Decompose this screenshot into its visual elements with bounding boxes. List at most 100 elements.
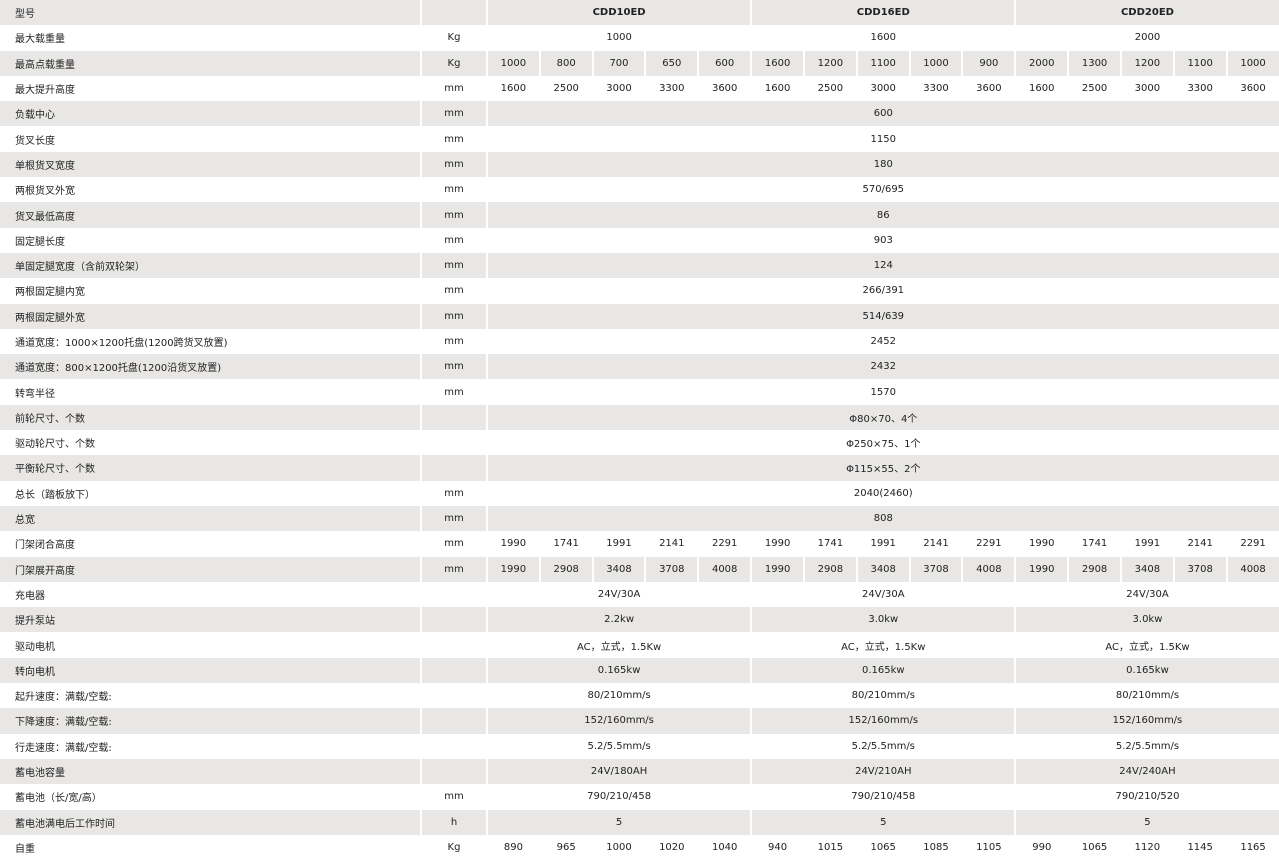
table-row: 行走速度：满载/空载: 5.2/5.5mm/s 5.2/5.5mm/s 5.2/5.5…	[0, 733, 1279, 759]
row-value: 152/160mm/s	[1015, 708, 1279, 734]
row-value: 2000	[1015, 50, 1070, 76]
row-label: 自重	[0, 834, 422, 860]
row-unit	[421, 708, 488, 734]
table-row: 驱动电机 AC，立式，1.5Kw AC，立式，1.5Kw AC，立式，1.5Kw	[0, 632, 1279, 658]
row-value: 5	[751, 809, 1017, 835]
row-value: 1165	[1226, 834, 1279, 860]
row-value: 3408	[592, 556, 647, 582]
table-row: 负载中心 mm 600	[0, 101, 1279, 127]
row-unit: mm	[421, 252, 488, 279]
row-value: 24V/30A	[487, 581, 753, 608]
table-row: 蓄电池（长/宽/高） mm 790/210/458 790/210/458 790/21…	[0, 784, 1279, 810]
table-row: 转弯半径 mm 1570	[0, 379, 1279, 405]
row-unit	[421, 455, 488, 481]
row-unit: Kg	[421, 50, 488, 76]
row-unit	[421, 683, 488, 709]
table-row: 货叉长度 mm 1150	[0, 126, 1279, 152]
row-unit	[421, 404, 488, 431]
row-value: 1000	[592, 834, 647, 860]
row-value: 790/210/458	[751, 784, 1017, 810]
row-label: 驱动轮尺寸、个数	[0, 430, 422, 456]
row-value: 2500	[539, 75, 594, 102]
row-value: 1990	[487, 556, 541, 582]
row-value: 1145	[1173, 834, 1228, 860]
table-row: 最高点载重量 Kg 1000 800 700 650 600 1600 1200 1100 1000…	[0, 50, 1279, 76]
row-value: 790/210/520	[1015, 784, 1279, 810]
row-value: 1150	[487, 126, 1279, 152]
row-value: 3300	[909, 75, 964, 102]
row-value: 3000	[856, 75, 911, 102]
row-value: Φ115×55、2个	[487, 455, 1279, 481]
row-label: 提升泵站	[0, 607, 422, 633]
row-value: 1120	[1120, 834, 1175, 860]
model-header: CDD10ED	[487, 0, 753, 26]
row-value: Φ250×75、1个	[487, 430, 1279, 456]
row-value: 890	[487, 834, 541, 860]
row-value: 2291	[962, 531, 1017, 557]
row-value: 80/210mm/s	[487, 683, 753, 709]
row-value: 1065	[1068, 834, 1122, 860]
row-unit: mm	[421, 75, 488, 102]
row-value: AC，立式，1.5Kw	[487, 632, 753, 658]
table-row: 提升泵站 2.2kw 3.0kw 3.0kw	[0, 607, 1279, 633]
table-row: 两根固定腿外宽 mm 514/639	[0, 303, 1279, 329]
row-value: 5	[487, 809, 753, 835]
row-value: 86	[487, 202, 1279, 228]
row-value: 940	[751, 834, 805, 860]
table-row: 蓄电池满电后工作时间 h 5 5 5	[0, 809, 1279, 835]
row-label: 两根固定腿外宽	[0, 303, 422, 329]
row-label: 固定腿长度	[0, 227, 422, 253]
table-row: 单根货叉宽度 mm 180	[0, 151, 1279, 178]
row-value: 2908	[539, 556, 594, 582]
row-value: 80/210mm/s	[1015, 683, 1279, 709]
row-unit: mm	[421, 784, 488, 810]
row-value: 3.0kw	[1015, 607, 1279, 633]
row-value: 2291	[698, 531, 753, 557]
table-row: 货叉最低高度 mm 86	[0, 202, 1279, 228]
table-row: 通道宽度：800×1200托盘(1200沿货叉放置) mm 2432	[0, 354, 1279, 380]
row-value: 1300	[1068, 50, 1122, 76]
row-value: 0.165kw	[487, 657, 753, 684]
row-value: 1741	[803, 531, 858, 557]
row-value: 2452	[487, 328, 1279, 355]
row-value: 2291	[1226, 531, 1279, 557]
row-value: 600	[698, 50, 753, 76]
row-unit: mm	[421, 556, 488, 582]
row-value: 24V/30A	[751, 581, 1017, 608]
row-value: 0.165kw	[1015, 657, 1279, 684]
row-value: 1040	[698, 834, 753, 860]
row-value: 1065	[856, 834, 911, 860]
row-value: 1990	[1015, 556, 1070, 582]
row-unit: mm	[421, 354, 488, 380]
row-value: 3708	[645, 556, 700, 582]
table-row: 下降速度：满载/空载: 152/160mm/s 152/160mm/s 152/160…	[0, 708, 1279, 734]
row-unit	[421, 581, 488, 608]
row-value: 1100	[1173, 50, 1228, 76]
row-label: 平衡轮尺寸、个数	[0, 455, 422, 481]
row-label: 蓄电池（长/宽/高）	[0, 784, 422, 810]
row-label: 蓄电池容量	[0, 758, 422, 785]
table-row: 前轮尺寸、个数 Φ80×70、4个	[0, 404, 1279, 431]
row-label: 型号	[0, 0, 422, 26]
row-value: 3708	[909, 556, 964, 582]
row-label: 单固定腿宽度（含前双轮架）	[0, 252, 422, 279]
row-label: 两根货叉外宽	[0, 177, 422, 203]
row-value: 266/391	[487, 278, 1279, 304]
row-value: 2000	[1015, 25, 1279, 51]
table-row: 蓄电池容量 24V/180AH 24V/210AH 24V/240AH	[0, 758, 1279, 785]
row-label: 总宽	[0, 505, 422, 532]
row-value: 990	[1015, 834, 1070, 860]
row-value: 2141	[909, 531, 964, 557]
row-value: 3300	[1173, 75, 1228, 102]
row-value: 3300	[645, 75, 700, 102]
row-value: 24V/240AH	[1015, 758, 1279, 785]
row-unit: Kg	[421, 25, 488, 51]
row-value: 903	[487, 227, 1279, 253]
row-value: 3600	[962, 75, 1017, 102]
row-unit: mm	[421, 101, 488, 127]
row-unit	[421, 657, 488, 684]
row-label: 转弯半径	[0, 379, 422, 405]
row-label: 最高点载重量	[0, 50, 422, 76]
row-value: 1991	[856, 531, 911, 557]
row-value: 3708	[1173, 556, 1228, 582]
